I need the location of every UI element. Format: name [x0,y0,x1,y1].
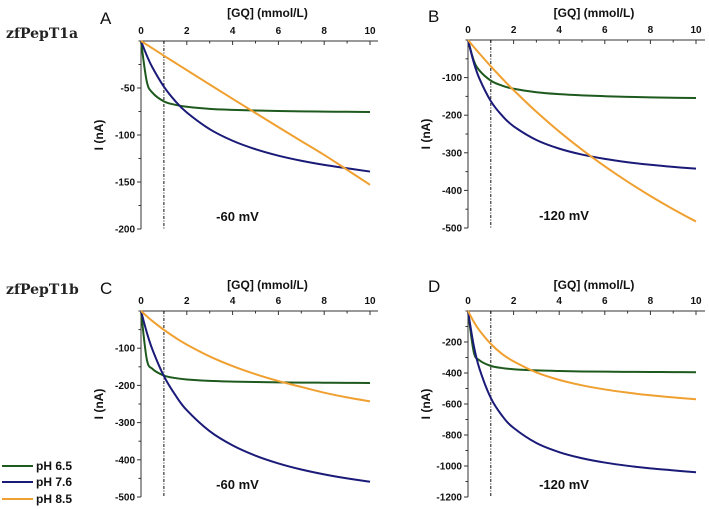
y-tick-label: -200 [442,338,462,349]
panel-b: B [GQ] (mmol/L) I (nA) 0 2 4 6 8 10 -100 -200 -300 -… [419,6,705,235]
legend-item-ph-8-5: pH 8.5 [2,492,72,506]
row-label-zfpept1b: zfPepT1b [6,282,79,298]
legend-label-ph-6-5: pH 6.5 [36,459,72,473]
x-tick-label: 4 [556,296,562,307]
x-tick-label: 8 [321,26,327,37]
x-tick-label: 8 [321,296,327,307]
x-tick-label: 2 [511,25,517,36]
y-tick-label: -600 [442,400,462,411]
x-tick-label: 4 [556,25,562,36]
panel-c: C [GQ] (mmol/L) I (nA) 0 2 4 6 8 10 -100 -200 -300 -… [92,278,378,504]
x-axis-title: [GQ] (mmol/L) [554,6,635,20]
y-tick-label: -800 [442,431,462,442]
series-line-ph-6-5 [467,310,697,374]
y-tick-label: -100 [442,73,462,84]
panel-letter: D [428,277,440,296]
x-tick-label: 0 [465,25,471,36]
panel-letter: A [100,9,112,28]
x-tick-label: 0 [138,26,144,37]
series-line-ph-6-5 [467,39,697,100]
panel-d: D [GQ] (mmol/L) I (nA) 0 2 4 6 8 10 -200 -400 -600 -… [419,277,705,504]
x-axis-title: [GQ] (mmol/L) [227,278,308,292]
x-tick-label: 2 [184,26,190,37]
panels: A [GQ] (mmol/L) I (nA) 0 2 4 6 8 10 -50 -100 -150 -2… [92,6,705,504]
series-line-ph-7-6 [467,39,697,170]
legend-label-ph-7-6: pH 7.6 [36,475,72,489]
panel-letter: C [100,279,112,298]
x-axis-title: [GQ] (mmol/L) [554,278,635,292]
y-tick-label: -400 [442,186,462,197]
y-axis-title: I (nA) [419,119,433,150]
voltage-annotation: -60 mV [216,477,259,492]
y-axis-title: I (nA) [92,389,106,420]
x-axis-title: [GQ] (mmol/L) [227,6,308,20]
y-tick-label: -200 [115,381,135,392]
series-line-ph-8-5 [140,40,371,186]
x-tick-label: 6 [276,296,282,307]
y-tick-label: -150 [115,178,135,189]
y-tick-label: -300 [115,418,135,429]
x-tick-label: 8 [648,25,654,36]
y-tick-label: -500 [115,493,135,504]
x-tick-label: 4 [230,26,236,37]
y-tick-label: -200 [442,111,462,122]
legend-item-ph-7-6: pH 7.6 [2,475,72,489]
x-tick-label: 2 [184,296,190,307]
y-tick-label: -400 [442,369,462,380]
series-line-ph-8-5 [467,310,697,401]
series-line-ph-6-5 [140,310,371,384]
series-line-ph-8-5 [140,310,371,403]
x-tick-label: 10 [364,26,376,37]
row-label-zfpept1a: zfPepT1a [6,26,78,42]
y-tick-label: -500 [442,224,462,235]
x-tick-label: 6 [602,296,608,307]
x-tick-label: 0 [465,296,471,307]
y-tick-label: -1000 [436,462,462,473]
y-tick-label: -300 [442,148,462,159]
series-line-ph-7-6 [140,40,371,173]
x-tick-label: 6 [602,25,608,36]
y-tick-label: -100 [115,131,135,142]
legend-label-ph-8-5: pH 8.5 [36,492,72,506]
x-tick-label: 2 [511,296,517,307]
panel-letter: B [428,7,439,26]
y-tick-label: -50 [121,84,136,95]
x-tick-label: 6 [276,26,282,37]
y-tick-label: -100 [115,344,135,355]
y-tick-label: -1200 [436,493,462,504]
voltage-annotation: -120 mV [539,477,589,492]
series-line-ph-7-6 [140,310,371,483]
x-tick-label: 4 [230,296,236,307]
series-line-ph-8-5 [467,39,697,223]
voltage-annotation: -60 mV [216,209,259,224]
x-tick-label: 10 [690,25,702,36]
legend-item-ph-6-5: pH 6.5 [2,459,72,473]
y-axis-title: I (nA) [419,389,433,420]
x-tick-label: 0 [138,296,144,307]
series-line-ph-7-6 [467,310,697,474]
y-axis-title: I (nA) [92,120,106,151]
voltage-annotation: -120 mV [539,208,589,223]
y-tick-label: -200 [115,225,135,236]
panel-a: A [GQ] (mmol/L) I (nA) 0 2 4 6 8 10 -50 -100 -150 -2… [92,6,378,236]
x-tick-label: 10 [364,296,376,307]
y-tick-label: -400 [115,455,135,466]
x-tick-label: 8 [648,296,654,307]
legend: pH 6.5 pH 7.6 pH 8.5 [2,459,72,506]
x-tick-label: 10 [690,296,702,307]
series-line-ph-6-5 [140,40,371,113]
